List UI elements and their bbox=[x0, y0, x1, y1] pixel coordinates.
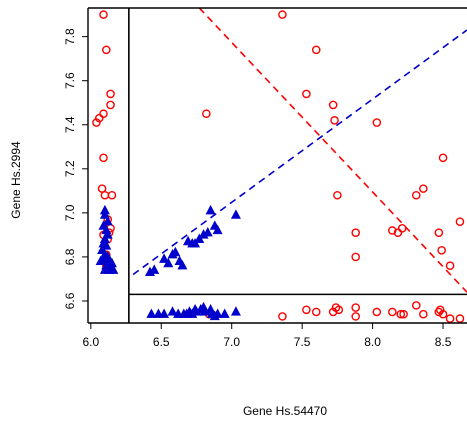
data-point bbox=[202, 226, 213, 237]
data-point bbox=[146, 308, 157, 318]
data-point bbox=[159, 308, 170, 318]
x-axis: 6.0 6.5 7.0 7.5 8.0 8.5 bbox=[82, 323, 452, 349]
data-point bbox=[177, 259, 188, 270]
data-point bbox=[108, 264, 119, 274]
data-point bbox=[455, 217, 465, 226]
data-point bbox=[399, 309, 408, 319]
data-point bbox=[230, 306, 241, 316]
data-point bbox=[278, 312, 287, 321]
dashed-line-blue bbox=[132, 29, 467, 276]
data-point bbox=[396, 309, 406, 319]
x-tick-label: 8.0 bbox=[364, 335, 381, 349]
data-point bbox=[397, 223, 407, 233]
data-point bbox=[388, 226, 397, 235]
series-blue-points bbox=[95, 204, 241, 321]
data-point bbox=[205, 204, 216, 215]
data-point bbox=[445, 261, 455, 271]
reference-lines bbox=[132, 8, 467, 293]
data-point bbox=[434, 228, 444, 237]
dashed-line-red bbox=[198, 8, 467, 293]
data-point bbox=[455, 314, 465, 323]
data-point bbox=[219, 308, 230, 318]
data-point bbox=[333, 190, 342, 200]
data-point bbox=[106, 100, 115, 110]
y-tick-label: 7.6 bbox=[63, 72, 77, 89]
data-point bbox=[438, 153, 448, 163]
data-point bbox=[212, 224, 223, 235]
y-tick-label: 7.2 bbox=[63, 160, 77, 177]
data-point bbox=[328, 100, 338, 110]
data-point bbox=[99, 10, 108, 19]
data-point bbox=[106, 89, 115, 99]
data-point bbox=[99, 153, 108, 163]
data-point bbox=[438, 309, 448, 319]
y-tick-label: 6.8 bbox=[63, 248, 77, 265]
data-point bbox=[372, 307, 382, 317]
data-point bbox=[202, 109, 211, 119]
data-point bbox=[351, 252, 360, 262]
y-axis-title: Gene Hs.2994 bbox=[9, 141, 23, 219]
data-point bbox=[230, 209, 241, 219]
data-point bbox=[419, 184, 428, 193]
data-point bbox=[372, 118, 382, 127]
data-point bbox=[437, 246, 446, 255]
x-axis-title: Gene Hs.54470 bbox=[243, 404, 327, 418]
data-point bbox=[311, 307, 321, 317]
data-point bbox=[445, 314, 455, 323]
data-point bbox=[163, 257, 174, 268]
data-point bbox=[101, 240, 112, 250]
x-tick-label: 7.5 bbox=[294, 335, 311, 349]
data-point bbox=[334, 305, 344, 315]
data-point bbox=[102, 215, 113, 226]
data-point bbox=[311, 45, 321, 55]
data-point bbox=[302, 305, 311, 315]
data-point bbox=[393, 228, 403, 237]
y-tick-label: 7.0 bbox=[63, 204, 77, 221]
data-point bbox=[328, 307, 338, 317]
data-point bbox=[435, 305, 445, 315]
y-tick-label: 6.6 bbox=[63, 292, 77, 309]
y-axis: 6.6 6.8 7.0 7.2 7.4 7.6 7.8 bbox=[63, 28, 88, 309]
data-point bbox=[351, 228, 360, 237]
data-point bbox=[351, 312, 360, 321]
data-point bbox=[388, 307, 397, 317]
data-point bbox=[411, 190, 421, 200]
y-tick-label: 7.4 bbox=[63, 116, 77, 133]
x-tick-label: 6.0 bbox=[82, 335, 99, 349]
x-tick-label: 7.0 bbox=[223, 335, 240, 349]
data-point bbox=[94, 113, 104, 123]
data-point bbox=[99, 209, 110, 219]
data-point bbox=[411, 301, 421, 310]
x-tick-label: 8.5 bbox=[435, 335, 452, 349]
data-point bbox=[167, 306, 178, 316]
data-point bbox=[102, 45, 111, 55]
data-point bbox=[212, 308, 223, 318]
data-point bbox=[330, 116, 339, 125]
y-tick-label: 7.8 bbox=[63, 28, 77, 45]
data-point bbox=[149, 264, 160, 274]
data-point bbox=[107, 190, 117, 200]
plot-area bbox=[87, 7, 467, 324]
data-point bbox=[99, 109, 108, 119]
series-red-points bbox=[92, 10, 465, 323]
data-point bbox=[278, 10, 287, 19]
data-point bbox=[351, 303, 360, 312]
data-point bbox=[92, 118, 101, 127]
data-point bbox=[159, 253, 170, 263]
x-tick-label: 6.5 bbox=[153, 335, 170, 349]
data-point bbox=[170, 246, 181, 257]
data-point bbox=[95, 255, 106, 266]
data-point bbox=[419, 309, 428, 319]
data-point bbox=[302, 89, 311, 99]
